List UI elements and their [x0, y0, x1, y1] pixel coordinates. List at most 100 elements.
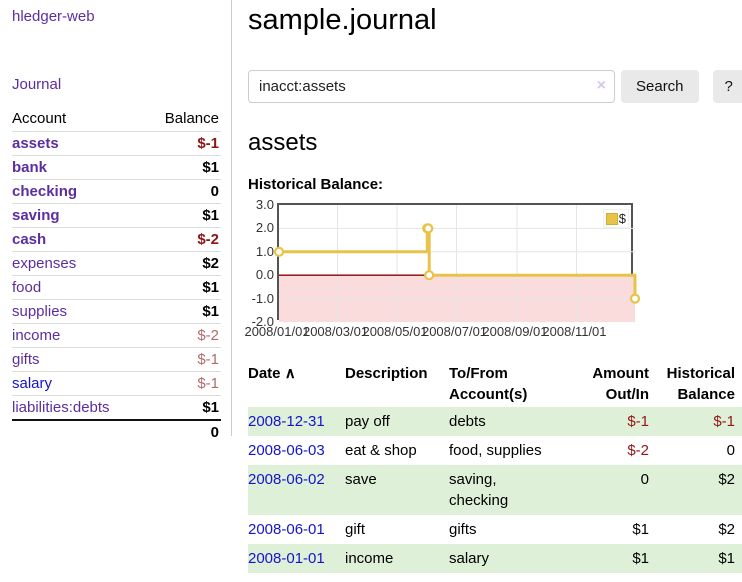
accounts-column-header: Account [12, 110, 67, 127]
x-axis-tick-label: 2008/05/01 [362, 324, 428, 339]
historical-balance-chart: 3.0 2.0 1.0 0.0 -1.0 -2.0 $ 2008/01/01 2008/03… [244, 197, 742, 340]
clear-search-icon[interactable]: × [596, 77, 606, 94]
sidebar-account-row: liabilities:debts $1 [12, 395, 221, 421]
transaction-date-link[interactable]: 2008-06-03 [248, 442, 325, 459]
historical-balance-column-header: Historical Balance [666, 365, 735, 403]
sidebar-account-link[interactable]: supplies [12, 303, 68, 320]
chart-canvas [273, 205, 641, 322]
sidebar-account-row: gifts $-1 [12, 347, 221, 372]
sidebar-account-link[interactable]: liabilities:debts [12, 399, 110, 416]
sidebar-account-link[interactable]: assets [12, 135, 59, 152]
transaction-balance: $2 [718, 521, 735, 538]
sidebar-account-link[interactable]: cash [12, 231, 47, 248]
account-balance: $-2 [197, 327, 219, 344]
sidebar-account-link[interactable]: saving [12, 207, 60, 224]
transaction-accounts: salary [449, 550, 490, 567]
accounts-total-row: 0 [12, 420, 221, 444]
transaction-row[interactable]: 2008-01-01 income salary $1 $1 [248, 544, 742, 573]
sidebar-account-row: saving $1 [12, 203, 221, 228]
chart-y-axis-labels: 3.0 2.0 1.0 0.0 -1.0 -2.0 [248, 197, 274, 329]
transaction-balance: 0 [726, 442, 735, 459]
sidebar-item-journal[interactable]: Journal [12, 76, 221, 93]
transactions-header-row: Date ∧ Description To/From Account(s) Am… [248, 361, 742, 407]
main-content: sample.journal × Search ? assets Histori… [244, 0, 742, 573]
transactions-table: Date ∧ Description To/From Account(s) Am… [248, 361, 742, 573]
sidebar-account-row: supplies $1 [12, 299, 221, 324]
transaction-description: pay off [345, 413, 390, 430]
account-balance: $1 [202, 159, 219, 176]
account-balance: 0 [210, 183, 219, 200]
sidebar-account-row: checking 0 [12, 179, 221, 204]
chart-x-axis-labels: 2008/01/01 2008/03/01 2008/05/01 2008/07/01… [244, 324, 637, 340]
transaction-amount: $1 [632, 521, 649, 538]
amount-column-header: Amount Out/In [592, 365, 649, 403]
transaction-accounts: food, supplies [449, 442, 542, 459]
account-balance: $1 [202, 399, 219, 416]
sidebar-account-link[interactable]: food [12, 279, 42, 296]
legend-swatch-icon [605, 212, 618, 225]
legend-series-label: $ [618, 211, 626, 226]
sidebar-account-link[interactable]: expenses [12, 255, 77, 272]
journal-link-label[interactable]: Journal [12, 76, 62, 93]
sidebar-account-link[interactable]: checking [12, 183, 78, 200]
transactions-table-body: 2008-12-31 pay off debts $-1 $-1 2008-06-03 ea… [248, 407, 742, 573]
y-axis-tick-label: -2.0 [251, 314, 274, 329]
sidebar: hledger-web Journal Account Balance asse… [0, 0, 232, 441]
accounts-column-header-tx: To/From Account(s) [449, 365, 528, 403]
balance-column-header: Balance [164, 110, 219, 127]
transaction-balance: $2 [718, 471, 735, 488]
transaction-description: gift [345, 521, 366, 538]
y-axis-tick-label: 1.0 [255, 243, 274, 259]
account-heading: assets [248, 129, 318, 156]
sidebar-account-link[interactable]: bank [12, 159, 48, 176]
accounts-total-value: 0 [210, 424, 219, 441]
page-title: sample.journal [248, 4, 437, 36]
sidebar-account-row: assets $-1 [12, 131, 221, 156]
app-brand-link[interactable]: hledger-web [12, 8, 221, 25]
search-help-button[interactable]: ? [712, 70, 742, 103]
transaction-row[interactable]: 2008-06-02 save saving, checking 0 $2 [248, 465, 742, 515]
transaction-description: income [345, 550, 394, 567]
chart-legend: $ [602, 209, 629, 228]
accounts-table-body: assets $-1 bank $1 checking 0 saving $1 cash $-2 e… [12, 131, 221, 445]
sidebar-account-row: food $1 [12, 275, 221, 300]
account-balance: $-2 [197, 231, 219, 248]
account-balance: $1 [202, 279, 219, 296]
search-input[interactable] [248, 70, 615, 103]
search-form: × Search ? [248, 70, 742, 103]
transaction-description: eat & shop [345, 442, 417, 459]
transaction-row[interactable]: 2008-12-31 pay off debts $-1 $-1 [248, 407, 742, 436]
sort-ascending-icon: ∧ [284, 365, 296, 382]
sidebar-account-row: salary $-1 [12, 371, 221, 396]
y-axis-tick-label: 2.0 [255, 220, 274, 236]
transaction-accounts: saving, checking [449, 471, 509, 509]
sidebar-account-row: expenses $2 [12, 251, 221, 276]
transaction-amount: $1 [632, 550, 649, 567]
x-axis-tick-label: 2008/07/01 [421, 324, 488, 339]
sidebar-account-link[interactable]: gifts [12, 351, 40, 368]
chart-plot-area: $ [273, 203, 641, 322]
transaction-date-link[interactable]: 2008-06-02 [248, 471, 325, 488]
transaction-date-link[interactable]: 2008-01-01 [248, 550, 325, 567]
search-button[interactable]: Search [621, 70, 699, 103]
x-axis-tick-label: 2008/09/01 [482, 324, 548, 339]
transaction-date-link[interactable]: 2008-12-31 [248, 413, 325, 430]
x-axis-tick-label: 2008/11/01 [542, 324, 607, 339]
account-balance: $-1 [197, 135, 219, 152]
transaction-row[interactable]: 2008-06-01 gift gifts $1 $2 [248, 515, 742, 544]
account-balance: $2 [202, 255, 219, 272]
sidebar-account-link[interactable]: salary [12, 375, 53, 392]
sidebar-account-link[interactable]: income [12, 327, 61, 344]
transaction-balance: $-1 [713, 413, 735, 430]
transaction-date-link[interactable]: 2008-06-01 [248, 521, 325, 538]
sidebar-account-row: cash $-2 [12, 227, 221, 252]
description-column-header: Description [345, 365, 428, 382]
account-balance: $-1 [197, 351, 219, 368]
transaction-balance: $1 [718, 550, 735, 567]
sidebar-account-row: income $-2 [12, 323, 221, 348]
date-column-header[interactable]: Date ∧ [248, 365, 296, 382]
account-balance: $1 [202, 207, 219, 224]
app-brand-label[interactable]: hledger-web [12, 8, 95, 25]
transaction-row[interactable]: 2008-06-03 eat & shop food, supplies $-2 0 [248, 436, 742, 465]
accounts-table: Account Balance assets $-1 bank $1 checking 0… [12, 107, 221, 444]
